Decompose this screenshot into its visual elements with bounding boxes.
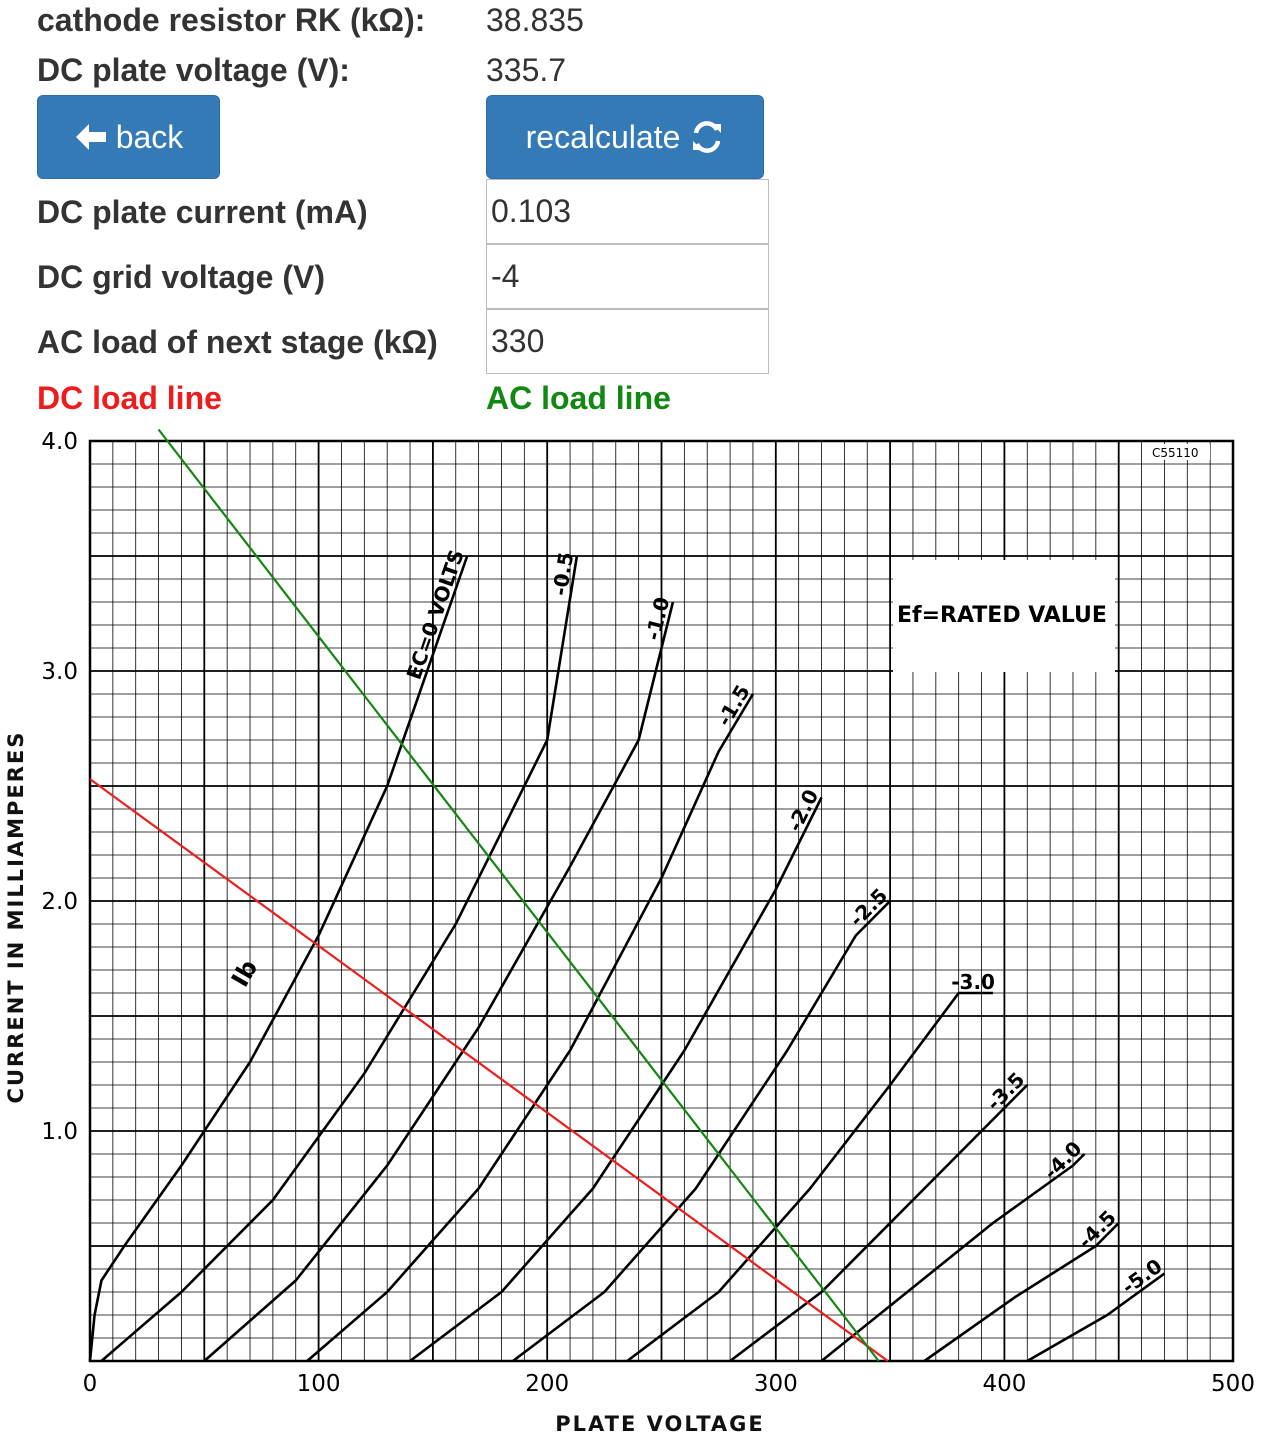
plate-characteristics-chart: Ef=RATED VALUE C55110 Ib EC=0 VOLTS -0.5-… bbox=[4, 428, 1255, 1436]
dc-load-line bbox=[89, 778, 889, 1362]
dc-load-line-legend: DC load line bbox=[37, 380, 222, 416]
cathode-resistor-label: cathode resistor RK (kΩ): bbox=[37, 2, 426, 38]
grid-curve bbox=[88, 555, 469, 1362]
recalculate-button[interactable]: recalculate bbox=[486, 95, 764, 179]
x-tick-label: 400 bbox=[982, 1371, 1026, 1397]
back-button-label: back bbox=[115, 118, 184, 155]
arrow-left-icon bbox=[74, 122, 108, 152]
plate-voltage-label: DC plate voltage (V): bbox=[37, 52, 350, 88]
grid-curve bbox=[203, 601, 675, 1362]
annotation-box bbox=[893, 560, 1115, 672]
x-tick-label: 0 bbox=[83, 1371, 98, 1397]
ac-load-input[interactable] bbox=[486, 309, 769, 374]
x-tick-label: 200 bbox=[525, 1371, 569, 1397]
y-tick-label: 4.0 bbox=[41, 429, 78, 455]
x-tick-label: 500 bbox=[1211, 1371, 1255, 1397]
grid-curve bbox=[820, 1153, 1086, 1363]
ac-load-label: AC load of next stage (kΩ) bbox=[37, 324, 438, 360]
cathode-resistor-value: 38.835 bbox=[486, 2, 584, 38]
y-axis-title: CURRENT IN MILLIAMPERES bbox=[4, 731, 28, 1104]
plate-current-input[interactable] bbox=[486, 179, 769, 244]
ac-load-line-legend: AC load line bbox=[486, 380, 671, 416]
plate-voltage-value: 335.7 bbox=[486, 52, 567, 88]
y-tick-label: 1.0 bbox=[41, 1119, 78, 1145]
code-box bbox=[1150, 444, 1210, 460]
grid-curve bbox=[306, 693, 755, 1362]
refresh-icon bbox=[690, 120, 724, 154]
curve-label: -3.0 bbox=[951, 970, 995, 994]
chart-code: C55110 bbox=[1152, 446, 1199, 460]
grid-curve bbox=[1026, 1272, 1166, 1363]
grid-curve bbox=[626, 991, 993, 1363]
grid-curve bbox=[100, 555, 579, 1362]
x-axis-title: PLATE VOLTAGE bbox=[555, 1412, 765, 1436]
grid-voltage-input[interactable] bbox=[486, 244, 769, 309]
grid-curve bbox=[512, 900, 892, 1363]
x-tick-label: 100 bbox=[297, 1371, 341, 1397]
back-button[interactable]: back bbox=[37, 95, 220, 179]
y-tick-label: 3.0 bbox=[41, 659, 78, 685]
grid-curve bbox=[409, 796, 823, 1363]
axis-ticks: 0 100 200 300 400 500 1.0 2.0 3.0 4.0 bbox=[41, 429, 1255, 1397]
grid-curve bbox=[923, 1222, 1120, 1363]
rated-value-annotation: Ef=RATED VALUE bbox=[897, 603, 1107, 628]
x-tick-label: 300 bbox=[754, 1371, 798, 1397]
ac-load-line bbox=[157, 428, 880, 1362]
y-tick-label: 2.0 bbox=[41, 889, 78, 915]
grid-voltage-curves bbox=[88, 555, 1166, 1363]
recalculate-button-label: recalculate bbox=[525, 118, 681, 155]
plate-current-label: DC plate current (mA) bbox=[37, 194, 368, 230]
load-lines bbox=[89, 428, 889, 1362]
grid-curve bbox=[729, 1084, 1029, 1363]
grid-voltage-label: DC grid voltage (V) bbox=[37, 259, 326, 295]
